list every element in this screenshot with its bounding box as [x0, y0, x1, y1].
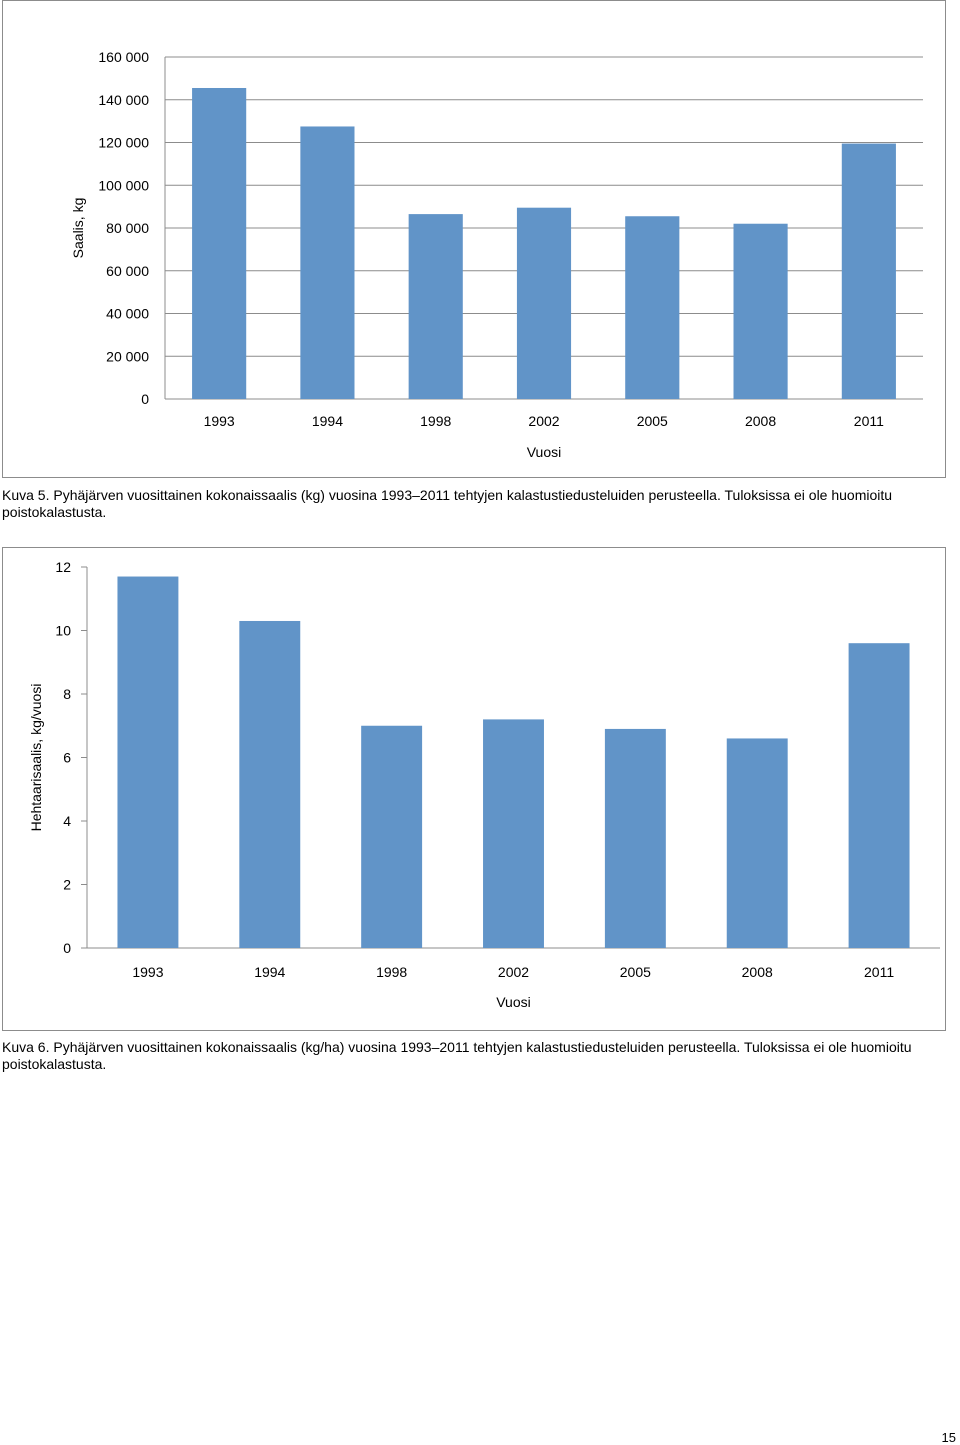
chart2-bar [117, 576, 179, 948]
chart2-xtick-label: 1998 [376, 964, 407, 980]
chart1-ytick-label: 140 000 [98, 92, 149, 108]
chart1-bar [300, 126, 355, 399]
chart1-xtick-label: 1998 [420, 413, 451, 429]
chart1-bar [733, 223, 788, 399]
chart2-ytick-label: 6 [63, 750, 71, 766]
chart1-ytick-label: 120 000 [98, 135, 149, 151]
chart2-bar [239, 620, 301, 948]
chart2-ytick-label: 10 [55, 623, 71, 639]
chart2-x-axis-title: Vuosi [496, 994, 531, 1010]
chart1-ytick-label: 0 [141, 391, 149, 407]
chart1-ytick-label: 40 000 [106, 306, 149, 322]
chart-saalis-kg-svg: 0 20 000 40 000 60 000 80 000 100 000 120 000 1… [70, 49, 923, 460]
chart1-ytick-label: 80 000 [106, 220, 149, 236]
chart1-bar [625, 216, 680, 399]
chart2-xtick-label: 2002 [498, 964, 529, 980]
chart1-x-axis-title: Vuosi [527, 444, 562, 460]
chart1-ytick-label: 100 000 [98, 177, 149, 193]
chart1-xtick-label: 2008 [745, 413, 776, 429]
chart1-bar [408, 214, 463, 399]
chart1-bar [516, 207, 572, 399]
figure-caption-6: Kuva 6. Pyhäjärven vuosittainen kokonais… [2, 1039, 912, 1072]
chart1-ytick-label: 160 000 [98, 49, 149, 65]
chart2-xtick-label: 2005 [620, 964, 651, 980]
chart1-xtick-label: 2005 [637, 413, 668, 429]
chart1-ytick-label: 20 000 [106, 348, 149, 364]
chart1-bar [841, 143, 896, 399]
chart1-y-axis-title: Saalis, kg [70, 198, 86, 259]
chart2-ytick-label: 12 [55, 559, 71, 575]
chart2-bar [848, 643, 910, 948]
chart2-bar [361, 725, 423, 948]
chart2-xtick-label: 1994 [254, 964, 285, 980]
chart1-xtick-label: 1994 [312, 413, 343, 429]
figure-caption-5: Kuva 5. Pyhäjärven vuosittainen kokonais… [2, 487, 893, 520]
page-number: 15 [941, 1430, 956, 1445]
chart2-ytick-label: 0 [63, 940, 71, 956]
chart2-xtick-label: 1993 [132, 964, 163, 980]
chart2-bar [483, 719, 544, 948]
chart2-y-axis-title: Hehtaarisaalis, kg/vuosi [28, 684, 44, 832]
chart1-bar [192, 87, 247, 400]
chart2-bar [726, 738, 788, 948]
chart1-xtick-label: 2011 [854, 413, 884, 429]
chart2-ytick-label: 4 [63, 813, 71, 829]
chart-saalis-kg: 0 20 000 40 000 60 000 80 000 100 000 120 000 1… [2, 0, 946, 478]
chart2-xtick-label: 2008 [742, 964, 773, 980]
chart2-bar [604, 728, 666, 948]
chart2-xtick-label: 2011 [864, 964, 894, 980]
chart1-xtick-label: 1993 [204, 413, 235, 429]
chart-hehtaarisaalis: 0 2 4 6 8 10 12 1993 1994 1998 2002 2005 2008 2011 Vuo… [2, 547, 946, 1031]
chart2-ytick-label: 2 [63, 877, 71, 893]
chart2-ytick-label: 8 [63, 686, 71, 702]
chart1-ytick-label: 60 000 [106, 263, 149, 279]
chart-hehtaarisaalis-svg: 0 2 4 6 8 10 12 1993 1994 1998 2002 2005 2008 2011 Vuo… [28, 559, 940, 1010]
chart1-xtick-label: 2002 [528, 413, 559, 429]
